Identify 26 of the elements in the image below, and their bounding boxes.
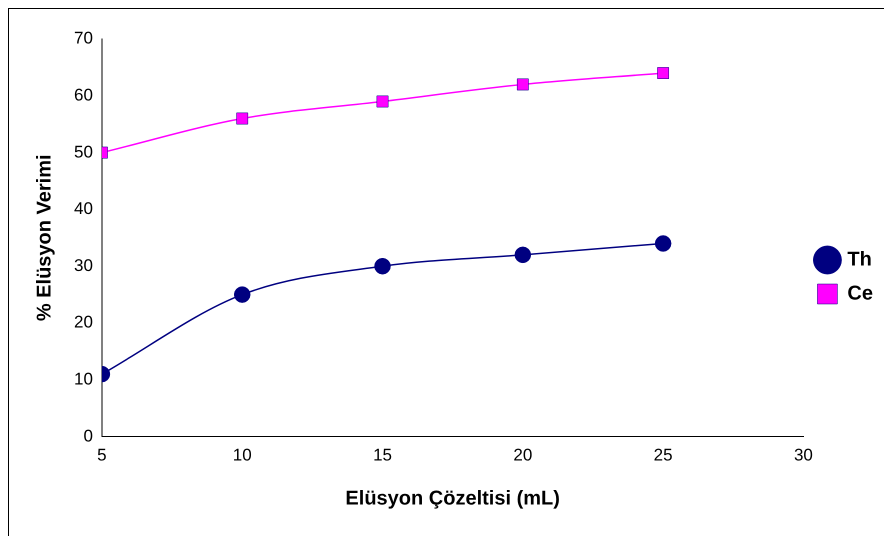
x-tick-label: 5 (97, 445, 107, 464)
point (236, 112, 248, 124)
legend-label: Ce (847, 282, 874, 305)
x-tick-label: 25 (654, 445, 673, 464)
point (654, 235, 672, 252)
y-tick-label: 70 (74, 28, 93, 48)
x-tick-label: 20 (513, 445, 532, 464)
point (374, 258, 391, 274)
y-axis-title: % Elüsyon Verimi (34, 154, 56, 322)
point (516, 78, 529, 90)
point (514, 246, 532, 264)
y-tick-label: 30 (74, 256, 93, 275)
y-tick-label: 40 (74, 199, 93, 218)
y-tick-label: 10 (74, 369, 93, 388)
legend-label: Th (847, 248, 872, 271)
x-tick-label: 10 (232, 445, 252, 464)
y-tick-label: 20 (74, 312, 93, 332)
point (657, 67, 670, 79)
x-tick-label: 15 (373, 445, 392, 464)
y-tick-label: 60 (74, 85, 93, 104)
point (234, 286, 250, 303)
x-tick-label: 30 (794, 445, 813, 464)
y-tick-label: 50 (74, 142, 93, 162)
y-tick-label: 0 (83, 426, 93, 446)
point (376, 96, 388, 108)
x-axis-title: Elüsyon Çözeltisi (mL) (345, 488, 560, 510)
